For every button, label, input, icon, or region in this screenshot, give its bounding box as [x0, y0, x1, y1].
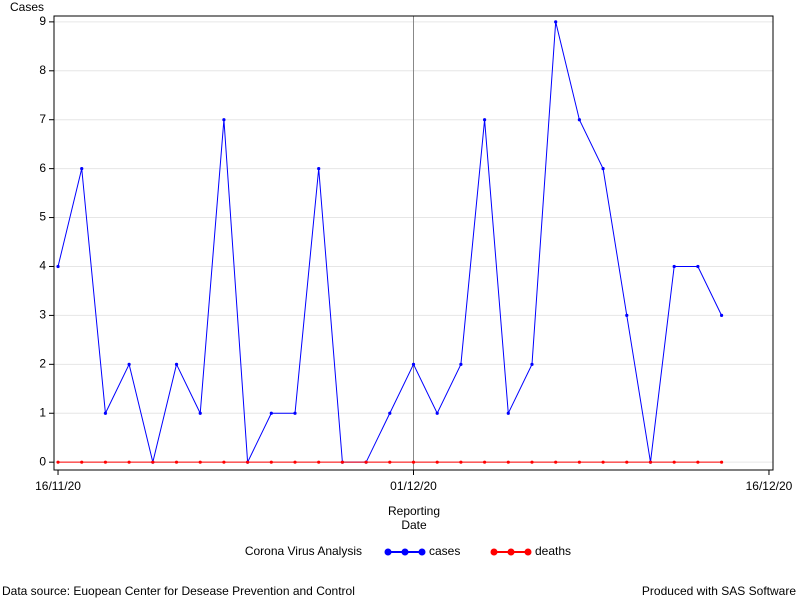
- y-tick-label: 7: [39, 112, 46, 126]
- point: [340, 460, 345, 464]
- legend-marker: [384, 548, 392, 556]
- point: [577, 460, 581, 464]
- point: [269, 460, 273, 464]
- point: [293, 460, 297, 464]
- point: [388, 460, 392, 464]
- legend-title: Corona Virus Analysis: [245, 544, 362, 558]
- point: [482, 460, 487, 464]
- y-tick-label: 2: [39, 356, 46, 370]
- point: [56, 460, 60, 464]
- point: [103, 460, 108, 464]
- x-axis-label: Date: [401, 518, 427, 532]
- point: [80, 167, 84, 171]
- legend-label: deaths: [535, 544, 571, 558]
- point: [103, 411, 108, 415]
- point: [246, 460, 250, 464]
- point: [411, 362, 416, 366]
- point: [435, 460, 439, 464]
- point: [56, 264, 60, 269]
- point: [151, 460, 155, 464]
- point: [672, 460, 676, 464]
- point: [577, 118, 581, 122]
- y-tick-label: 8: [39, 63, 46, 77]
- y-tick-label: 5: [39, 210, 46, 224]
- point: [364, 460, 368, 464]
- point: [269, 411, 273, 415]
- point: [601, 167, 605, 171]
- point: [293, 411, 297, 415]
- footnote: Data source: Euopean Center for Desease …: [2, 584, 355, 598]
- point: [625, 460, 629, 464]
- point: [554, 460, 558, 464]
- y-tick-label: 4: [39, 259, 46, 273]
- x-tick-label: 16/11/20: [35, 479, 81, 493]
- point: [601, 460, 605, 464]
- y-axis-label: Cases: [10, 0, 44, 14]
- point: [222, 118, 226, 122]
- point: [459, 362, 463, 366]
- y-tick-label: 6: [39, 161, 46, 175]
- point: [459, 460, 463, 464]
- point: [648, 460, 653, 464]
- point: [435, 411, 439, 415]
- point: [696, 264, 700, 269]
- x-tick-label: 01/12/20: [390, 479, 437, 493]
- point: [506, 460, 510, 464]
- point: [198, 460, 202, 464]
- legend-marker: [490, 548, 498, 556]
- point: [317, 460, 321, 464]
- point: [530, 362, 534, 366]
- point: [625, 313, 629, 318]
- point: [80, 460, 84, 464]
- y-tick-label: 0: [39, 454, 46, 468]
- y-tick-label: 3: [39, 308, 46, 322]
- point: [482, 118, 487, 122]
- point: [317, 167, 321, 171]
- legend-marker: [418, 548, 426, 556]
- y-tick-label: 9: [39, 14, 46, 28]
- footnote: Produced with SAS Software: [642, 584, 796, 598]
- point: [696, 460, 700, 464]
- point: [554, 20, 558, 24]
- point: [127, 460, 131, 464]
- legend-marker: [401, 548, 409, 556]
- point: [222, 460, 226, 464]
- legend-label: cases: [429, 544, 460, 558]
- point: [388, 411, 392, 415]
- plot-frame: [53, 15, 774, 471]
- y-tick-label: 1: [39, 405, 46, 419]
- x-axis-label: Reporting: [388, 504, 440, 518]
- point: [506, 411, 510, 415]
- point: [719, 460, 724, 464]
- point: [530, 460, 534, 464]
- point: [411, 460, 416, 464]
- point: [672, 264, 676, 269]
- point: [719, 313, 724, 318]
- point: [174, 460, 179, 464]
- legend-marker: [524, 548, 532, 556]
- point: [198, 411, 202, 415]
- point: [174, 362, 179, 366]
- x-tick-label: 16/12/20: [746, 479, 793, 493]
- point: [127, 362, 131, 366]
- legend-marker: [507, 548, 515, 556]
